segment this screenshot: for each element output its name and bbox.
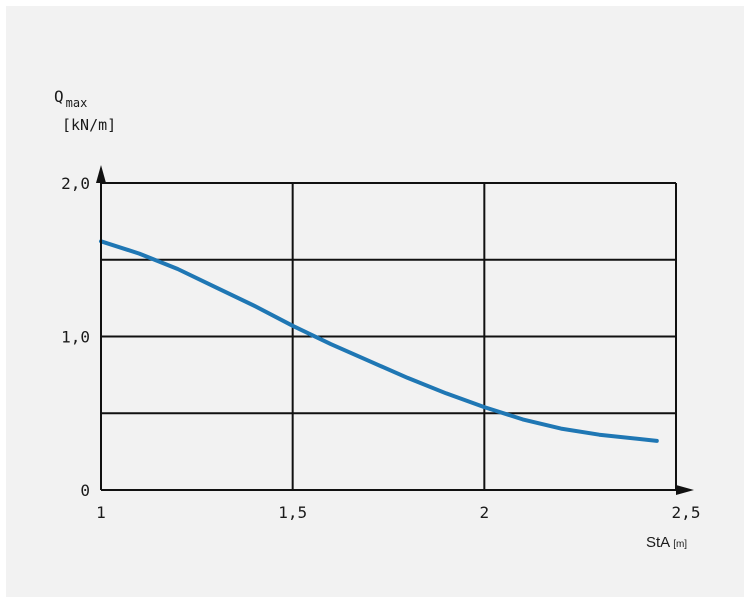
x-axis-label-main: StA bbox=[646, 534, 670, 551]
x-axis-unit: [m] bbox=[673, 539, 687, 550]
x-tick-label: 2 bbox=[480, 503, 490, 522]
series-line bbox=[99, 239, 659, 443]
x-axis-label: StA [m] bbox=[646, 534, 687, 551]
series-layer bbox=[99, 239, 659, 443]
figure-background bbox=[6, 6, 744, 597]
x-tick-label: 1 bbox=[96, 503, 106, 522]
y-axis-arrow bbox=[96, 165, 106, 183]
tick-layer: 1 1,5 2 2,5 0 1,0 2,0 bbox=[61, 174, 700, 522]
axis-layer bbox=[96, 165, 694, 495]
x-tick-label: 2,5 bbox=[672, 503, 701, 522]
y-tick-label: 0 bbox=[80, 481, 90, 500]
x-tick-label: 1,5 bbox=[278, 503, 307, 522]
y-axis-label-subscript: max bbox=[66, 96, 88, 110]
y-axis-unit: [kN/m] bbox=[62, 116, 116, 134]
y-tick-label: 1,0 bbox=[61, 328, 90, 347]
y-tick-label: 2,0 bbox=[61, 174, 90, 193]
y-axis-label-main: Q bbox=[54, 87, 64, 106]
x-axis-arrow bbox=[676, 485, 694, 495]
grid-layer bbox=[101, 182, 677, 490]
